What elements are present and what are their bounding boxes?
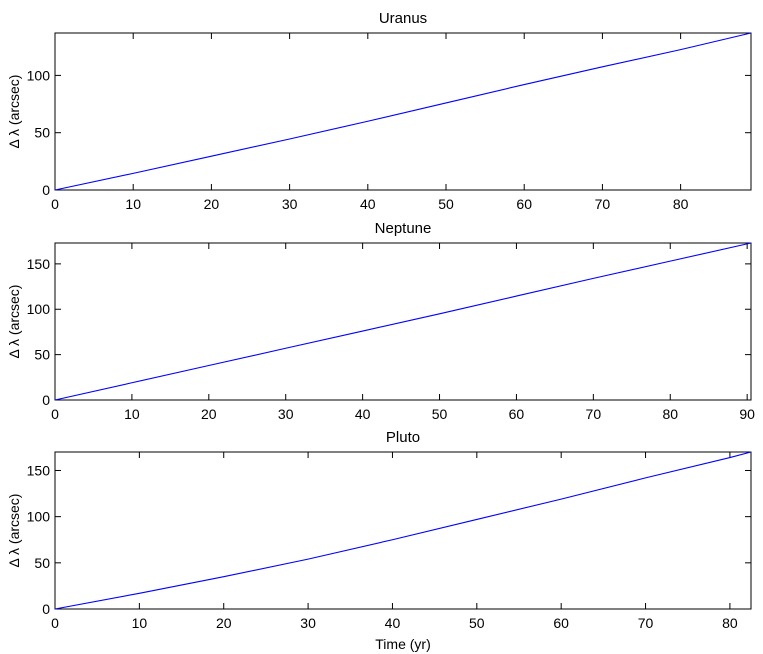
y-tick-label: 100 — [27, 301, 51, 317]
x-tick-label: 10 — [125, 196, 141, 212]
y-tick-label: 50 — [34, 347, 50, 363]
x-tick-label: 10 — [132, 615, 148, 631]
series-line — [54, 32, 752, 191]
x-tick-label: 0 — [51, 196, 59, 212]
x-tick-label: 40 — [360, 196, 376, 212]
x-tick-label: 70 — [586, 406, 602, 422]
tick-group: 0 10 20 30 40 50 60 70 80 0 50 100 — [27, 33, 751, 212]
x-tick-label: 0 — [51, 406, 59, 422]
plot-frame — [54, 32, 752, 191]
x-tick-label: 10 — [124, 406, 140, 422]
subplot-pluto: Pluto Δ λ (arcsec) Time (yr) 0 10 20 30 40 50… — [6, 429, 752, 652]
chart-title: Uranus — [379, 10, 427, 27]
x-tick-label: 30 — [278, 406, 294, 422]
y-tick-label: 0 — [42, 601, 50, 617]
x-axis-label: Time (yr) — [375, 636, 430, 652]
y-tick-label: 150 — [27, 256, 51, 272]
y-tick-label: 100 — [27, 67, 51, 83]
tick-group: 0 10 20 30 40 50 60 70 80 90 0 50 100 150 — [27, 243, 755, 422]
x-tick-label: 50 — [438, 196, 454, 212]
x-tick-label: 80 — [673, 196, 689, 212]
x-tick-label: 40 — [355, 406, 371, 422]
y-tick-label: 50 — [34, 555, 50, 571]
y-axis-label: Δ λ (arcsec) — [6, 494, 22, 568]
x-tick-label: 70 — [638, 615, 654, 631]
x-tick-label: 40 — [385, 615, 401, 631]
tick-group: 0 10 20 30 40 50 60 70 80 0 50 100 150 — [27, 452, 751, 631]
x-tick-label: 60 — [509, 406, 525, 422]
y-tick-label: 50 — [34, 125, 50, 141]
x-tick-label: 30 — [282, 196, 298, 212]
chart-title: Pluto — [386, 429, 420, 446]
x-tick-label: 50 — [432, 406, 448, 422]
subplot-neptune: Neptune Δ λ (arcsec) 0 10 20 30 40 50 60 70 80 90… — [6, 220, 755, 422]
y-tick-label: 100 — [27, 509, 51, 525]
plot-frame — [54, 242, 752, 401]
y-tick-label: 0 — [42, 392, 50, 408]
x-tick-label: 60 — [516, 196, 532, 212]
chart-title: Neptune — [375, 220, 432, 237]
y-axis-label: Δ λ (arcsec) — [6, 285, 22, 359]
y-tick-label: 150 — [27, 462, 51, 478]
y-axis-label: Δ λ (arcsec) — [6, 75, 22, 149]
x-tick-label: 20 — [204, 196, 220, 212]
x-tick-label: 50 — [469, 615, 485, 631]
x-tick-label: 20 — [201, 406, 217, 422]
x-tick-label: 80 — [662, 406, 678, 422]
x-tick-label: 30 — [300, 615, 316, 631]
series-line — [54, 451, 752, 610]
plot-frame — [54, 451, 752, 610]
x-tick-label: 0 — [51, 615, 59, 631]
x-tick-label: 80 — [722, 615, 738, 631]
series-line — [54, 242, 752, 401]
y-tick-label: 0 — [42, 182, 50, 198]
x-tick-label: 60 — [553, 615, 569, 631]
subplot-uranus: Uranus Δ λ (arcsec) 0 10 20 30 40 50 60 70 80 0 50… — [6, 10, 752, 212]
x-tick-label: 70 — [595, 196, 611, 212]
x-tick-label: 90 — [739, 406, 755, 422]
x-tick-label: 20 — [216, 615, 232, 631]
